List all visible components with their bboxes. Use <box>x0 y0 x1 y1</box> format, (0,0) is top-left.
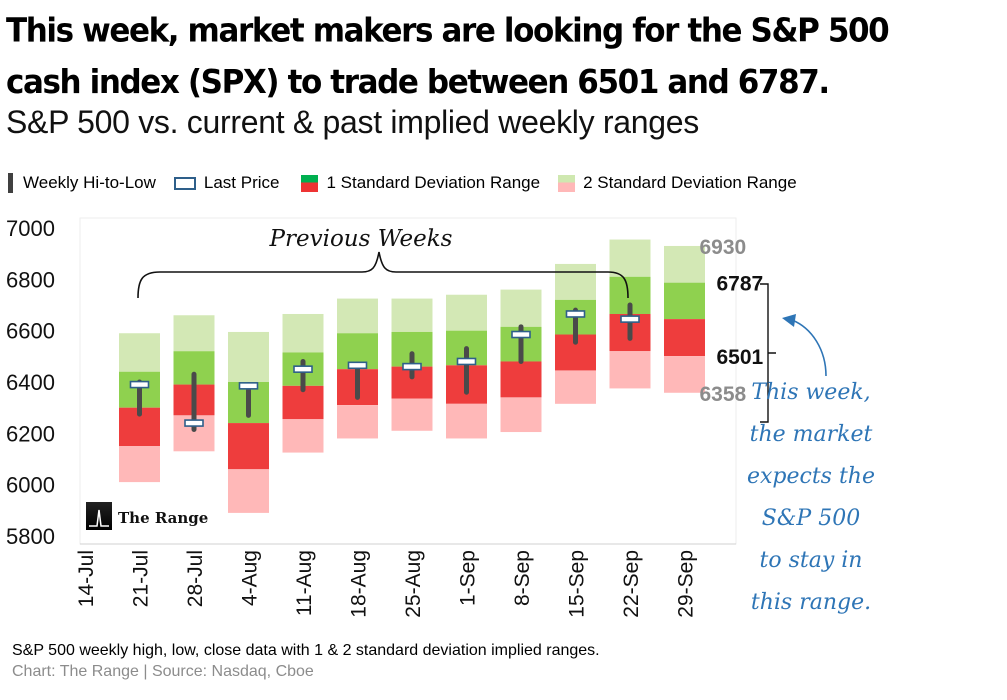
annotation-line-1: This week, <box>751 380 871 405</box>
the-range-logo: The Range <box>86 502 208 530</box>
sd2-lower-bar <box>228 469 269 513</box>
range-bars <box>119 239 705 513</box>
sd2-lower-bar <box>500 397 542 433</box>
x-tick-label: 14-Jul <box>75 550 98 607</box>
sd2-upper-bar <box>173 315 215 352</box>
sd2-lower-bar <box>609 351 651 389</box>
legend-item-hilo: Weekly Hi-to-Low <box>8 173 156 193</box>
annotation-line-3: expects the <box>746 464 875 489</box>
legend-last-swatch <box>173 176 196 190</box>
x-tick-label: 1-Sep <box>457 550 480 606</box>
y-tick-label: 7000 <box>6 216 55 241</box>
annotation-line-2: the market <box>749 422 873 447</box>
legend-item-last: Last Price <box>173 173 280 193</box>
sd2-upper-bar <box>609 239 651 277</box>
sd2-lower-bar <box>337 405 378 439</box>
x-tick-label: 4-Aug <box>239 550 262 606</box>
x-tick-label: 11-Aug <box>293 550 316 616</box>
chart-source: Chart: The Range | Source: Nasdaq, Cboe <box>12 663 314 680</box>
headline-line-1: This week, market makers are looking for… <box>6 12 890 51</box>
sd2-lower-bar <box>119 446 160 483</box>
x-tick-label: 25-Aug <box>402 550 425 618</box>
y-tick-label: 6000 <box>6 473 55 498</box>
range-value-labels: 6930 6787 6501 6358 <box>700 236 764 406</box>
sd2-lower-bar <box>555 370 596 404</box>
sd2-upper-bar <box>228 331 269 382</box>
label-sd2-high: 6930 <box>700 236 747 259</box>
x-tick-label: 8-Sep <box>511 550 534 606</box>
legend-1sd-label: 1 Standard Deviation Range <box>326 173 541 192</box>
legend-hilo-swatch <box>8 173 13 193</box>
sd2-upper-bar <box>500 289 542 327</box>
last-price-marker <box>347 361 368 370</box>
sd2-lower-bar <box>282 419 324 453</box>
sd2-lower-bar <box>664 356 705 393</box>
label-sd2-low: 6358 <box>700 383 747 406</box>
legend-item-2sd: 2 Standard Deviation Range <box>558 173 797 193</box>
previous-weeks-brace <box>137 251 629 299</box>
y-tick-label: 6600 <box>6 319 55 344</box>
x-tick-label: 18-Aug <box>348 550 371 618</box>
headline-line-2: cash index (SPX) to trade between 6501 a… <box>6 63 830 102</box>
sd2-upper-bar <box>555 263 596 300</box>
last-price-marker <box>184 419 204 427</box>
legend-last-label: Last Price <box>203 173 280 192</box>
last-price-marker <box>620 315 640 323</box>
logo-text: The Range <box>118 509 208 527</box>
annotation-arrow <box>791 319 827 377</box>
sd1-lower-bar <box>664 319 705 357</box>
sd2-lower-bar <box>446 403 487 439</box>
x-axis: 14-Jul 21-Jul 28-Jul 4-Aug 11-Aug 18-Aug 25-Au… <box>75 543 736 618</box>
annotation-arrowhead <box>782 314 796 327</box>
last-price-marker <box>456 357 477 366</box>
last-price-marker <box>238 382 259 390</box>
annotation-line-4: S&P 500 <box>761 506 861 531</box>
logo-glyph <box>89 509 109 527</box>
y-tick-label: 6200 <box>6 421 55 446</box>
sd2-upper-bar <box>337 298 378 334</box>
last-price-marker <box>511 330 531 339</box>
range-chart: 7000 6800 6600 6400 6200 6000 5800 14-Jul 21-Ju… <box>6 216 827 618</box>
x-tick-label: 28-Jul <box>184 550 207 607</box>
y-tick-label: 5800 <box>6 524 55 549</box>
sd1-lower-bar <box>228 423 269 470</box>
chart-legend: Weekly Hi-to-Low Last Price 1 Standard D… <box>8 172 815 194</box>
y-axis: 7000 6800 6600 6400 6200 6000 5800 <box>6 216 55 549</box>
x-tick-label: 22-Sep <box>620 550 643 618</box>
legend-2sd-swatch <box>558 174 576 192</box>
sd1-upper-bar <box>664 282 705 320</box>
sd2-upper-bar <box>446 294 487 331</box>
chart-subtitle: S&P 500 vs. current & past implied weekl… <box>6 104 699 140</box>
legend-2sd-label: 2 Standard Deviation Range <box>583 173 797 192</box>
current-range-bracket <box>760 283 776 423</box>
y-tick-label: 6400 <box>6 370 55 395</box>
sd1-lower-bar <box>500 361 542 398</box>
last-price-marker <box>565 310 586 318</box>
previous-weeks-label: Previous Weeks <box>269 226 453 252</box>
annotation-line-5: to stay in <box>759 548 863 573</box>
sd2-lower-bar <box>391 398 433 431</box>
sd2-upper-bar <box>664 245 705 283</box>
chart-footnote: S&P 500 weekly high, low, close data wit… <box>12 642 600 659</box>
this-week-annotation: This week, the market expects the S&P 50… <box>736 372 886 624</box>
label-sd1-high: 6787 <box>717 273 764 296</box>
last-price-marker <box>402 362 422 371</box>
sd2-upper-bar <box>282 313 324 353</box>
legend-hilo-label: Weekly Hi-to-Low <box>23 173 156 192</box>
legend-1sd-swatch <box>301 174 319 192</box>
sd2-upper-bar <box>119 333 160 372</box>
headline: This week, market makers are looking for… <box>6 6 996 109</box>
annotation-line-6: this range. <box>750 590 872 615</box>
legend-item-1sd: 1 Standard Deviation Range <box>301 173 540 193</box>
x-tick-label: 21-Jul <box>130 550 153 607</box>
sd2-upper-bar <box>391 298 433 332</box>
last-price-marker <box>129 380 150 389</box>
label-sd1-low: 6501 <box>717 346 764 369</box>
last-price-marker <box>293 365 313 373</box>
y-tick-label: 6800 <box>6 267 55 292</box>
x-tick-label: 15-Sep <box>566 550 589 618</box>
x-tick-label: 29-Sep <box>675 550 698 618</box>
